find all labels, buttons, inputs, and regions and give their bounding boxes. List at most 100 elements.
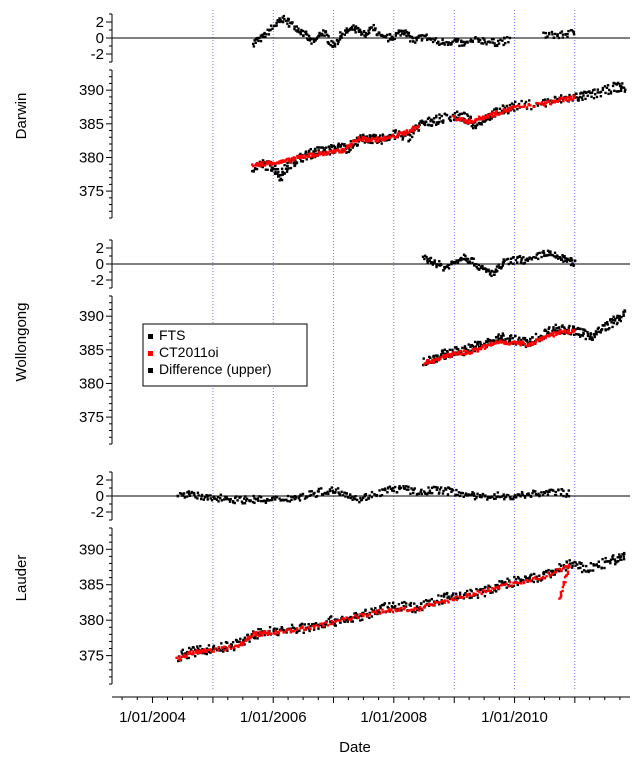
difference-point	[251, 500, 255, 504]
difference-point	[505, 258, 508, 261]
difference-point	[565, 493, 569, 496]
model-point	[362, 137, 365, 141]
difference-point	[427, 491, 430, 495]
difference-point	[348, 27, 352, 31]
fts-point	[259, 628, 262, 631]
fts-point	[323, 625, 326, 629]
fts-point	[598, 91, 601, 94]
model-point	[285, 629, 288, 632]
fts-point	[218, 648, 221, 652]
fts-point	[427, 116, 431, 119]
model-point	[263, 631, 266, 635]
difference-point	[402, 484, 405, 488]
difference-point	[306, 38, 310, 42]
difference-point	[498, 495, 501, 499]
fts-point	[618, 82, 621, 86]
fts-point	[525, 338, 528, 342]
fts-point	[589, 335, 592, 339]
model-point	[515, 105, 518, 108]
model-point	[517, 581, 521, 585]
model-point	[182, 655, 185, 658]
fts-point	[444, 352, 448, 356]
fts-point	[503, 106, 507, 110]
fts-point	[574, 564, 577, 567]
difference-point	[354, 495, 357, 498]
model-point	[505, 109, 508, 113]
model-point	[455, 352, 458, 356]
model-point	[291, 630, 295, 633]
difference-point	[526, 259, 530, 262]
fts-point	[364, 609, 367, 612]
model-point	[415, 607, 419, 611]
fts-point	[534, 332, 538, 336]
fts-point	[586, 332, 590, 336]
fts-point	[564, 569, 568, 572]
fts-point	[400, 609, 403, 612]
fts-point	[591, 338, 594, 341]
model-point	[534, 340, 538, 343]
fts-point	[614, 562, 617, 566]
difference-point	[393, 485, 397, 489]
fts-point	[622, 86, 626, 89]
difference-point	[387, 39, 390, 43]
model-point	[383, 138, 387, 141]
difference-point	[352, 24, 355, 27]
fts-point	[343, 143, 346, 146]
difference-point	[528, 256, 531, 259]
model-point	[379, 137, 382, 140]
model-point	[567, 329, 571, 332]
model-point	[443, 353, 446, 357]
difference-point	[257, 499, 260, 502]
difference-point	[307, 34, 311, 38]
model-point	[408, 130, 411, 133]
difference-point	[343, 491, 346, 494]
model-point	[420, 607, 424, 610]
difference-point	[570, 29, 574, 32]
difference-point	[480, 266, 483, 270]
model-point	[304, 154, 307, 157]
fts-point	[469, 345, 472, 349]
fts-point	[586, 331, 589, 334]
model-point	[433, 358, 436, 361]
model-point	[188, 652, 191, 655]
fts-point	[404, 602, 408, 605]
fts-point	[559, 101, 563, 104]
fts-point	[396, 607, 399, 611]
difference-point	[519, 495, 522, 498]
model-point	[431, 359, 434, 363]
model-point	[337, 619, 340, 622]
fts-point	[233, 647, 236, 651]
model-point	[457, 351, 461, 354]
difference-point	[362, 29, 366, 33]
difference-point	[301, 29, 305, 33]
difference-point	[333, 43, 336, 47]
model-point	[309, 152, 312, 155]
difference-point	[420, 488, 423, 492]
fts-point	[601, 557, 604, 561]
fts-point	[536, 104, 540, 107]
fts-point	[311, 156, 314, 159]
fts-point	[612, 554, 615, 557]
fts-point	[518, 336, 521, 339]
model-point	[545, 575, 548, 578]
fts-point	[430, 597, 434, 601]
difference-point	[287, 19, 290, 22]
model-point	[346, 146, 349, 150]
difference-point	[435, 42, 439, 45]
model-point	[319, 151, 323, 154]
fts-point	[190, 648, 193, 651]
difference-point	[217, 500, 220, 503]
legend-label: FTS	[159, 327, 185, 343]
fts-point	[418, 122, 421, 125]
difference-point	[271, 27, 274, 30]
difference-point	[506, 36, 509, 39]
difference-point	[487, 40, 491, 43]
xco2-tick-label: 390	[79, 82, 104, 99]
fts-point	[509, 334, 513, 337]
difference-point	[405, 485, 408, 488]
difference-point	[426, 259, 429, 263]
fts-point	[330, 615, 333, 618]
model-point	[540, 339, 543, 342]
model-point	[540, 576, 543, 580]
model-point	[232, 646, 235, 649]
